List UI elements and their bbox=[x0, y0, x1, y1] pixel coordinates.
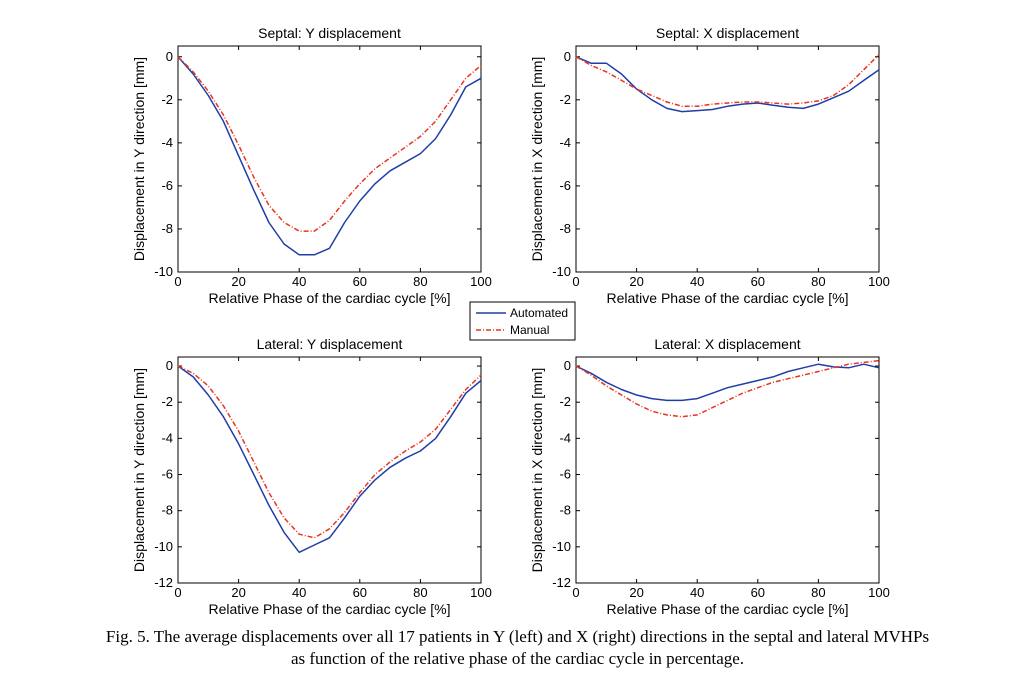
y-tick-label: -10 bbox=[552, 264, 571, 279]
panel-septal-y: Septal: Y displacement 0 20 40 60 80 100 0 -2 -4 -… bbox=[131, 25, 492, 306]
y-tick-label: -10 bbox=[154, 539, 173, 554]
y-tick-label: -8 bbox=[161, 221, 173, 236]
figure-caption: Fig. 5. The average displacements over a… bbox=[0, 626, 1035, 670]
y-tick-label: -6 bbox=[161, 178, 173, 193]
x-axis-label: Relative Phase of the cardiac cycle [%] bbox=[208, 601, 450, 617]
x-tick-label: 20 bbox=[629, 274, 643, 289]
panel-lateral-x: Lateral: X displacement 0 20 40 60 80 100 0 -2 -4… bbox=[529, 336, 890, 617]
x-tick-label: 100 bbox=[868, 585, 890, 600]
chart-title: Lateral: Y displacement bbox=[257, 336, 403, 352]
caption-line-2: as function of the relative phase of the… bbox=[290, 649, 745, 668]
panel-septal-x: Septal: X displacement 0 20 40 60 80 100 0 -2 -4 -… bbox=[529, 25, 890, 306]
caption-line-1: Fig. 5. The average displacements over a… bbox=[105, 627, 930, 646]
x-tick-label: 60 bbox=[751, 274, 765, 289]
x-tick-label: 60 bbox=[353, 274, 367, 289]
panel-lateral-y: Lateral: Y displacement 0 20 40 60 80 100 0 -2 -4… bbox=[131, 336, 492, 617]
y-tick-label: -2 bbox=[161, 92, 173, 107]
series-line-automated bbox=[575, 363, 880, 402]
plot-frame bbox=[177, 356, 482, 584]
x-axis-label: Relative Phase of the cardiac cycle [%] bbox=[606, 290, 848, 306]
y-tick-label: -4 bbox=[559, 430, 571, 445]
y-tick-label: -2 bbox=[559, 92, 571, 107]
series-line-automated bbox=[575, 56, 880, 113]
x-tick-label: 0 bbox=[174, 274, 181, 289]
y-axis-label: Displacement in X direction [mm] bbox=[529, 57, 545, 262]
x-tick-label: 0 bbox=[572, 274, 579, 289]
y-tick-label: -2 bbox=[161, 394, 173, 409]
plot-frame bbox=[575, 45, 880, 273]
y-tick-label: -6 bbox=[559, 178, 571, 193]
chart-title: Septal: X displacement bbox=[656, 25, 799, 41]
y-axis-label: Displacement in Y direction [mm] bbox=[131, 368, 147, 572]
y-tick-label: -4 bbox=[559, 135, 571, 150]
x-axis-label: Relative Phase of the cardiac cycle [%] bbox=[606, 601, 848, 617]
y-tick-label: -4 bbox=[161, 430, 173, 445]
x-tick-label: 0 bbox=[572, 585, 579, 600]
y-tick-label: -6 bbox=[559, 467, 571, 482]
y-axis-label: Displacement in Y direction [mm] bbox=[131, 57, 147, 261]
x-tick-label: 20 bbox=[231, 274, 245, 289]
y-tick-label: 0 bbox=[564, 49, 571, 64]
series-line-manual bbox=[575, 359, 880, 418]
y-axis-label: Displacement in X direction [mm] bbox=[529, 368, 545, 573]
series-line-automated bbox=[177, 365, 482, 554]
x-tick-label: 20 bbox=[231, 585, 245, 600]
y-tick-label: -12 bbox=[552, 575, 571, 590]
x-tick-label: 40 bbox=[690, 585, 704, 600]
y-tick-label: 0 bbox=[564, 358, 571, 373]
y-tick-label: -10 bbox=[154, 264, 173, 279]
x-tick-label: 0 bbox=[174, 585, 181, 600]
legend-box bbox=[469, 301, 576, 341]
y-tick-label: -8 bbox=[161, 503, 173, 518]
x-tick-label: 40 bbox=[690, 274, 704, 289]
x-tick-label: 100 bbox=[470, 585, 492, 600]
figure: Septal: Y displacement 0 20 40 60 80 100 0 -2 -4 -… bbox=[131, 25, 890, 617]
y-tick-label: 0 bbox=[166, 49, 173, 64]
legend: Automated Manual bbox=[469, 301, 576, 341]
x-tick-label: 60 bbox=[353, 585, 367, 600]
y-tick-label: -8 bbox=[559, 221, 571, 236]
series-line-manual bbox=[575, 54, 880, 108]
series-line-manual bbox=[177, 56, 482, 232]
y-tick-label: -4 bbox=[161, 135, 173, 150]
legend-label-automated: Automated bbox=[510, 306, 568, 320]
y-tick-label: -12 bbox=[154, 575, 173, 590]
y-tick-label: -8 bbox=[559, 503, 571, 518]
x-tick-label: 80 bbox=[413, 585, 427, 600]
x-tick-label: 100 bbox=[868, 274, 890, 289]
x-tick-label: 80 bbox=[811, 585, 825, 600]
plot-frame bbox=[177, 45, 482, 273]
legend-label-manual: Manual bbox=[510, 323, 549, 337]
x-tick-label: 80 bbox=[413, 274, 427, 289]
x-tick-label: 60 bbox=[751, 585, 765, 600]
x-tick-label: 20 bbox=[629, 585, 643, 600]
x-tick-label: 40 bbox=[292, 274, 306, 289]
chart-title: Septal: Y displacement bbox=[258, 25, 401, 41]
x-tick-label: 80 bbox=[811, 274, 825, 289]
x-tick-label: 100 bbox=[470, 274, 492, 289]
y-tick-label: -2 bbox=[559, 394, 571, 409]
y-tick-label: 0 bbox=[166, 358, 173, 373]
chart-title: Lateral: X displacement bbox=[654, 336, 800, 352]
plot-frame bbox=[575, 356, 880, 584]
x-axis-label: Relative Phase of the cardiac cycle [%] bbox=[208, 290, 450, 306]
y-tick-label: -6 bbox=[161, 467, 173, 482]
series-line-manual bbox=[177, 365, 482, 539]
x-tick-label: 40 bbox=[292, 585, 306, 600]
series-line-automated bbox=[177, 56, 482, 256]
y-tick-label: -10 bbox=[552, 539, 571, 554]
